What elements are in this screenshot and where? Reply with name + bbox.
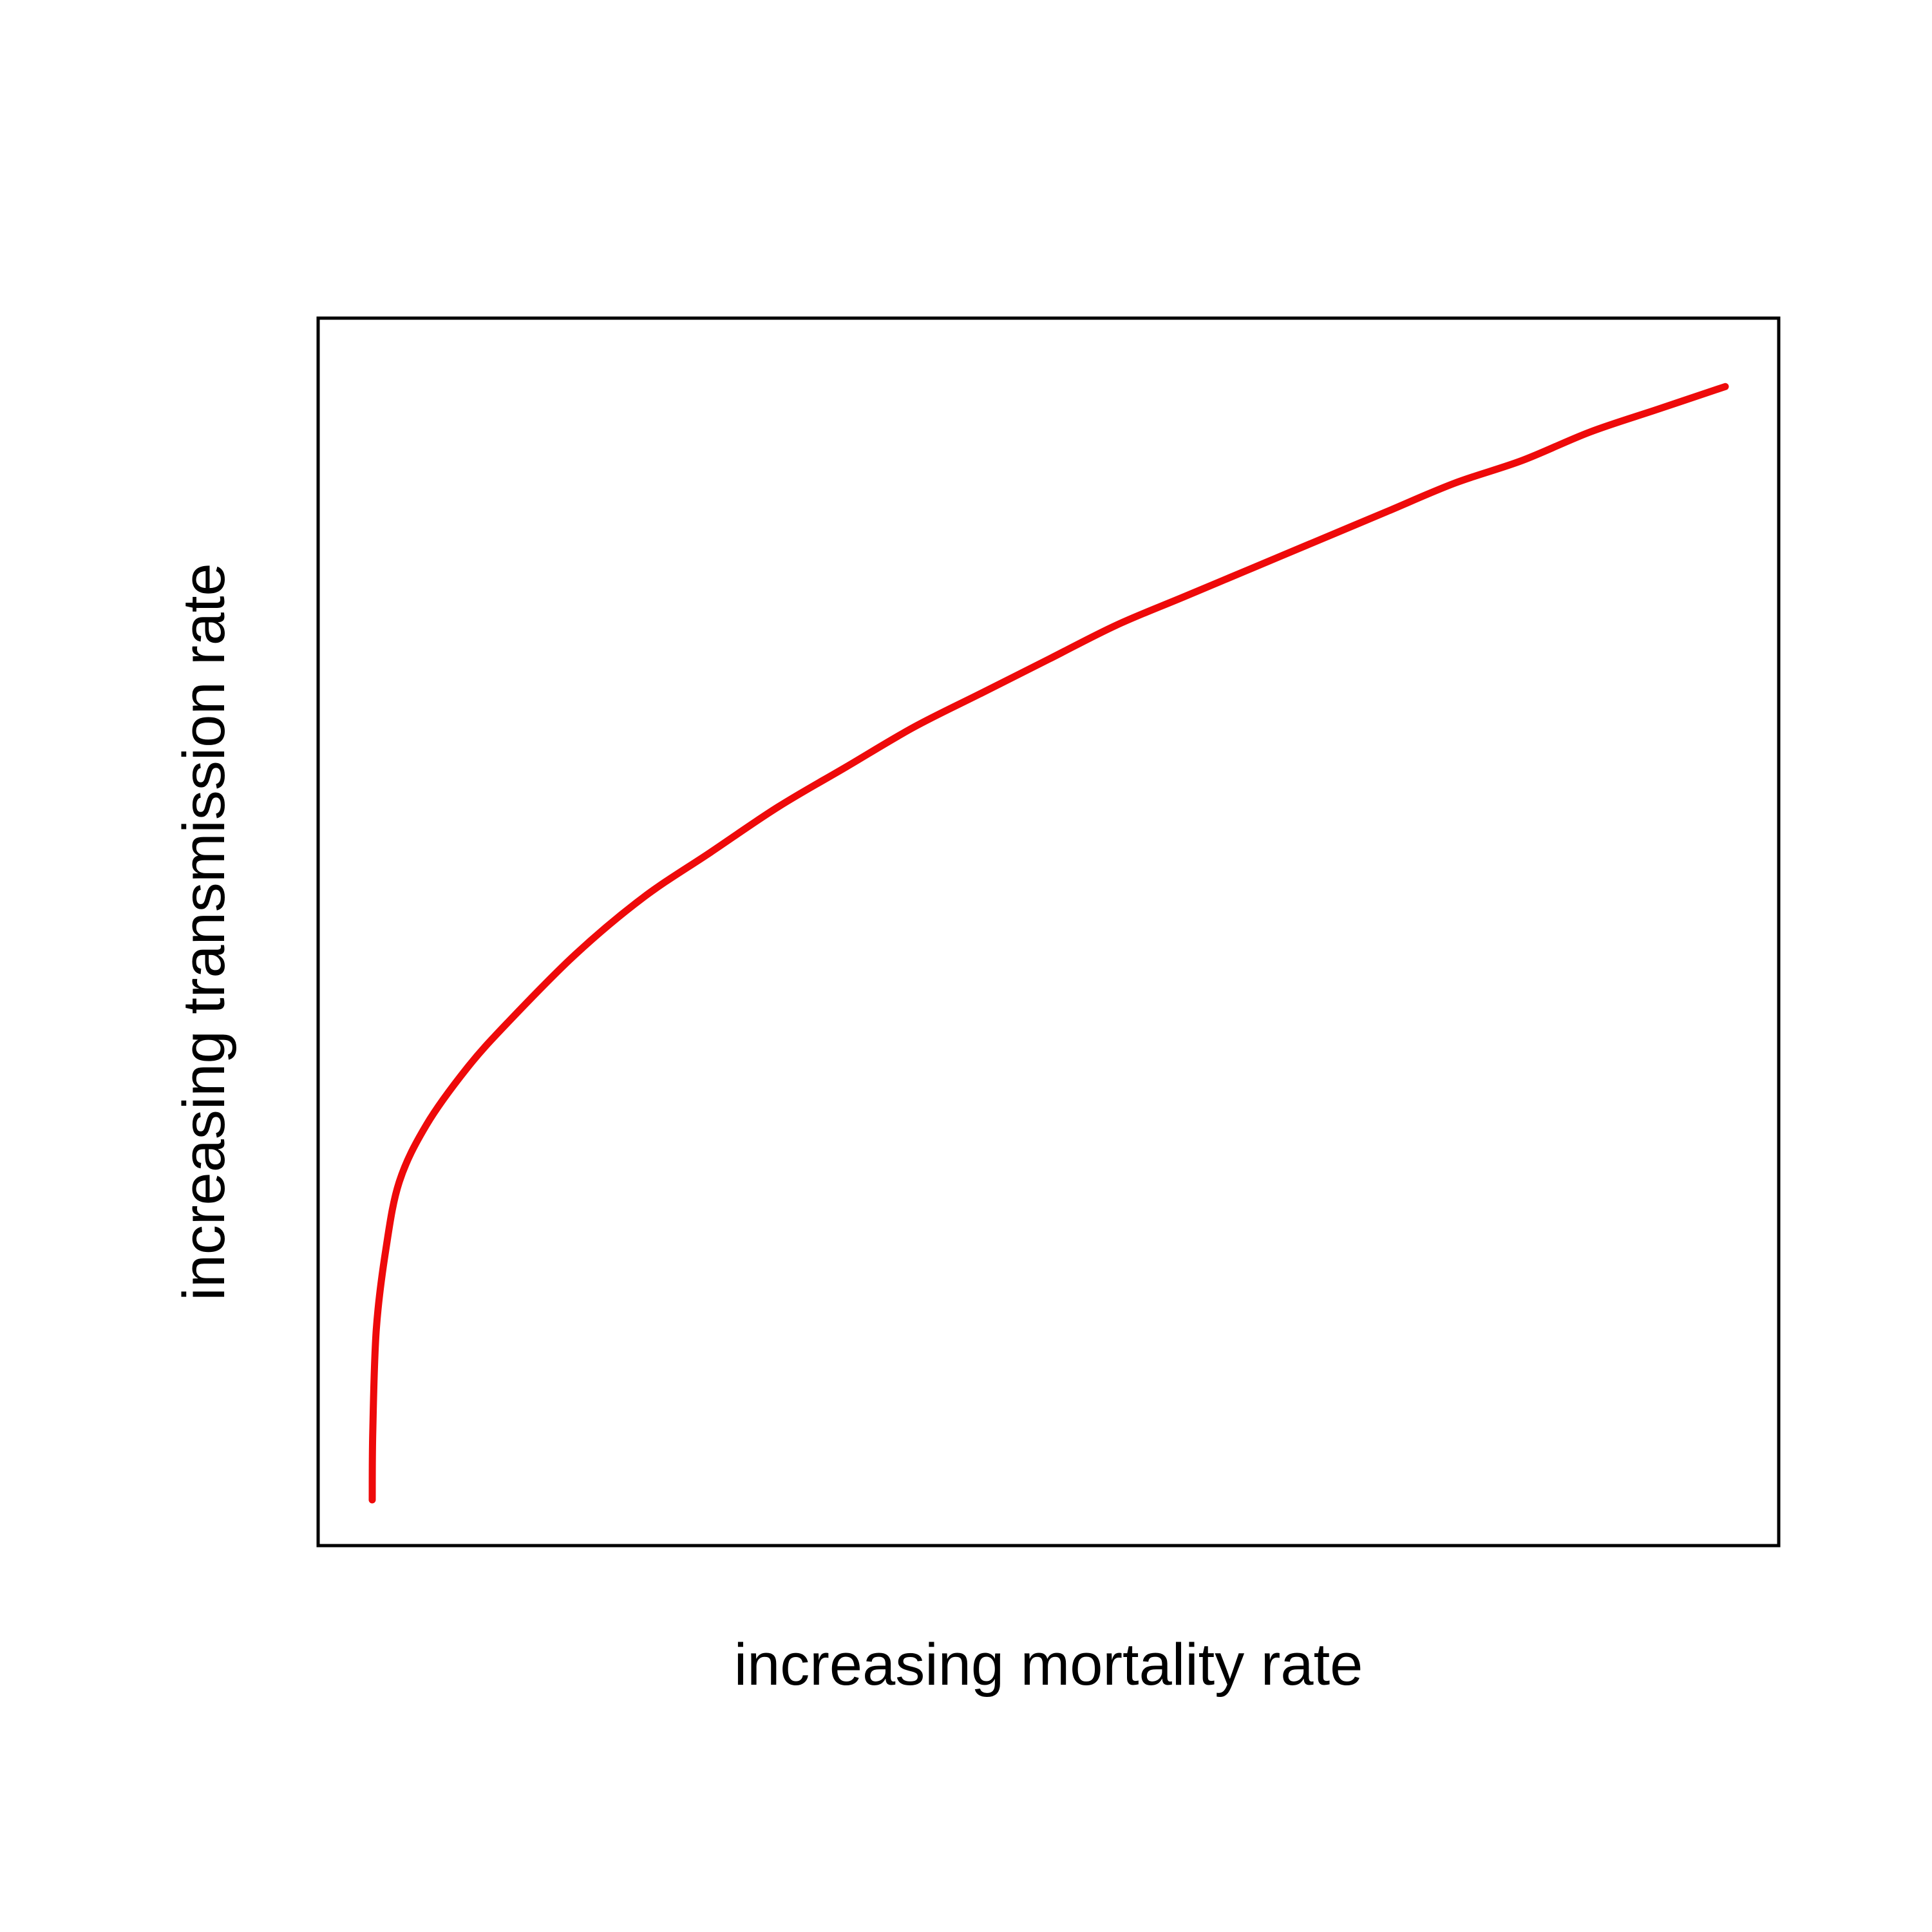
y-axis-label: increasing transmission rate	[171, 563, 237, 1300]
series-line-0	[368, 383, 1729, 1504]
series-layer	[368, 383, 1729, 1504]
x-axis-label: increasing mortality rate	[734, 1632, 1363, 1698]
plot-frame	[316, 316, 1781, 1548]
